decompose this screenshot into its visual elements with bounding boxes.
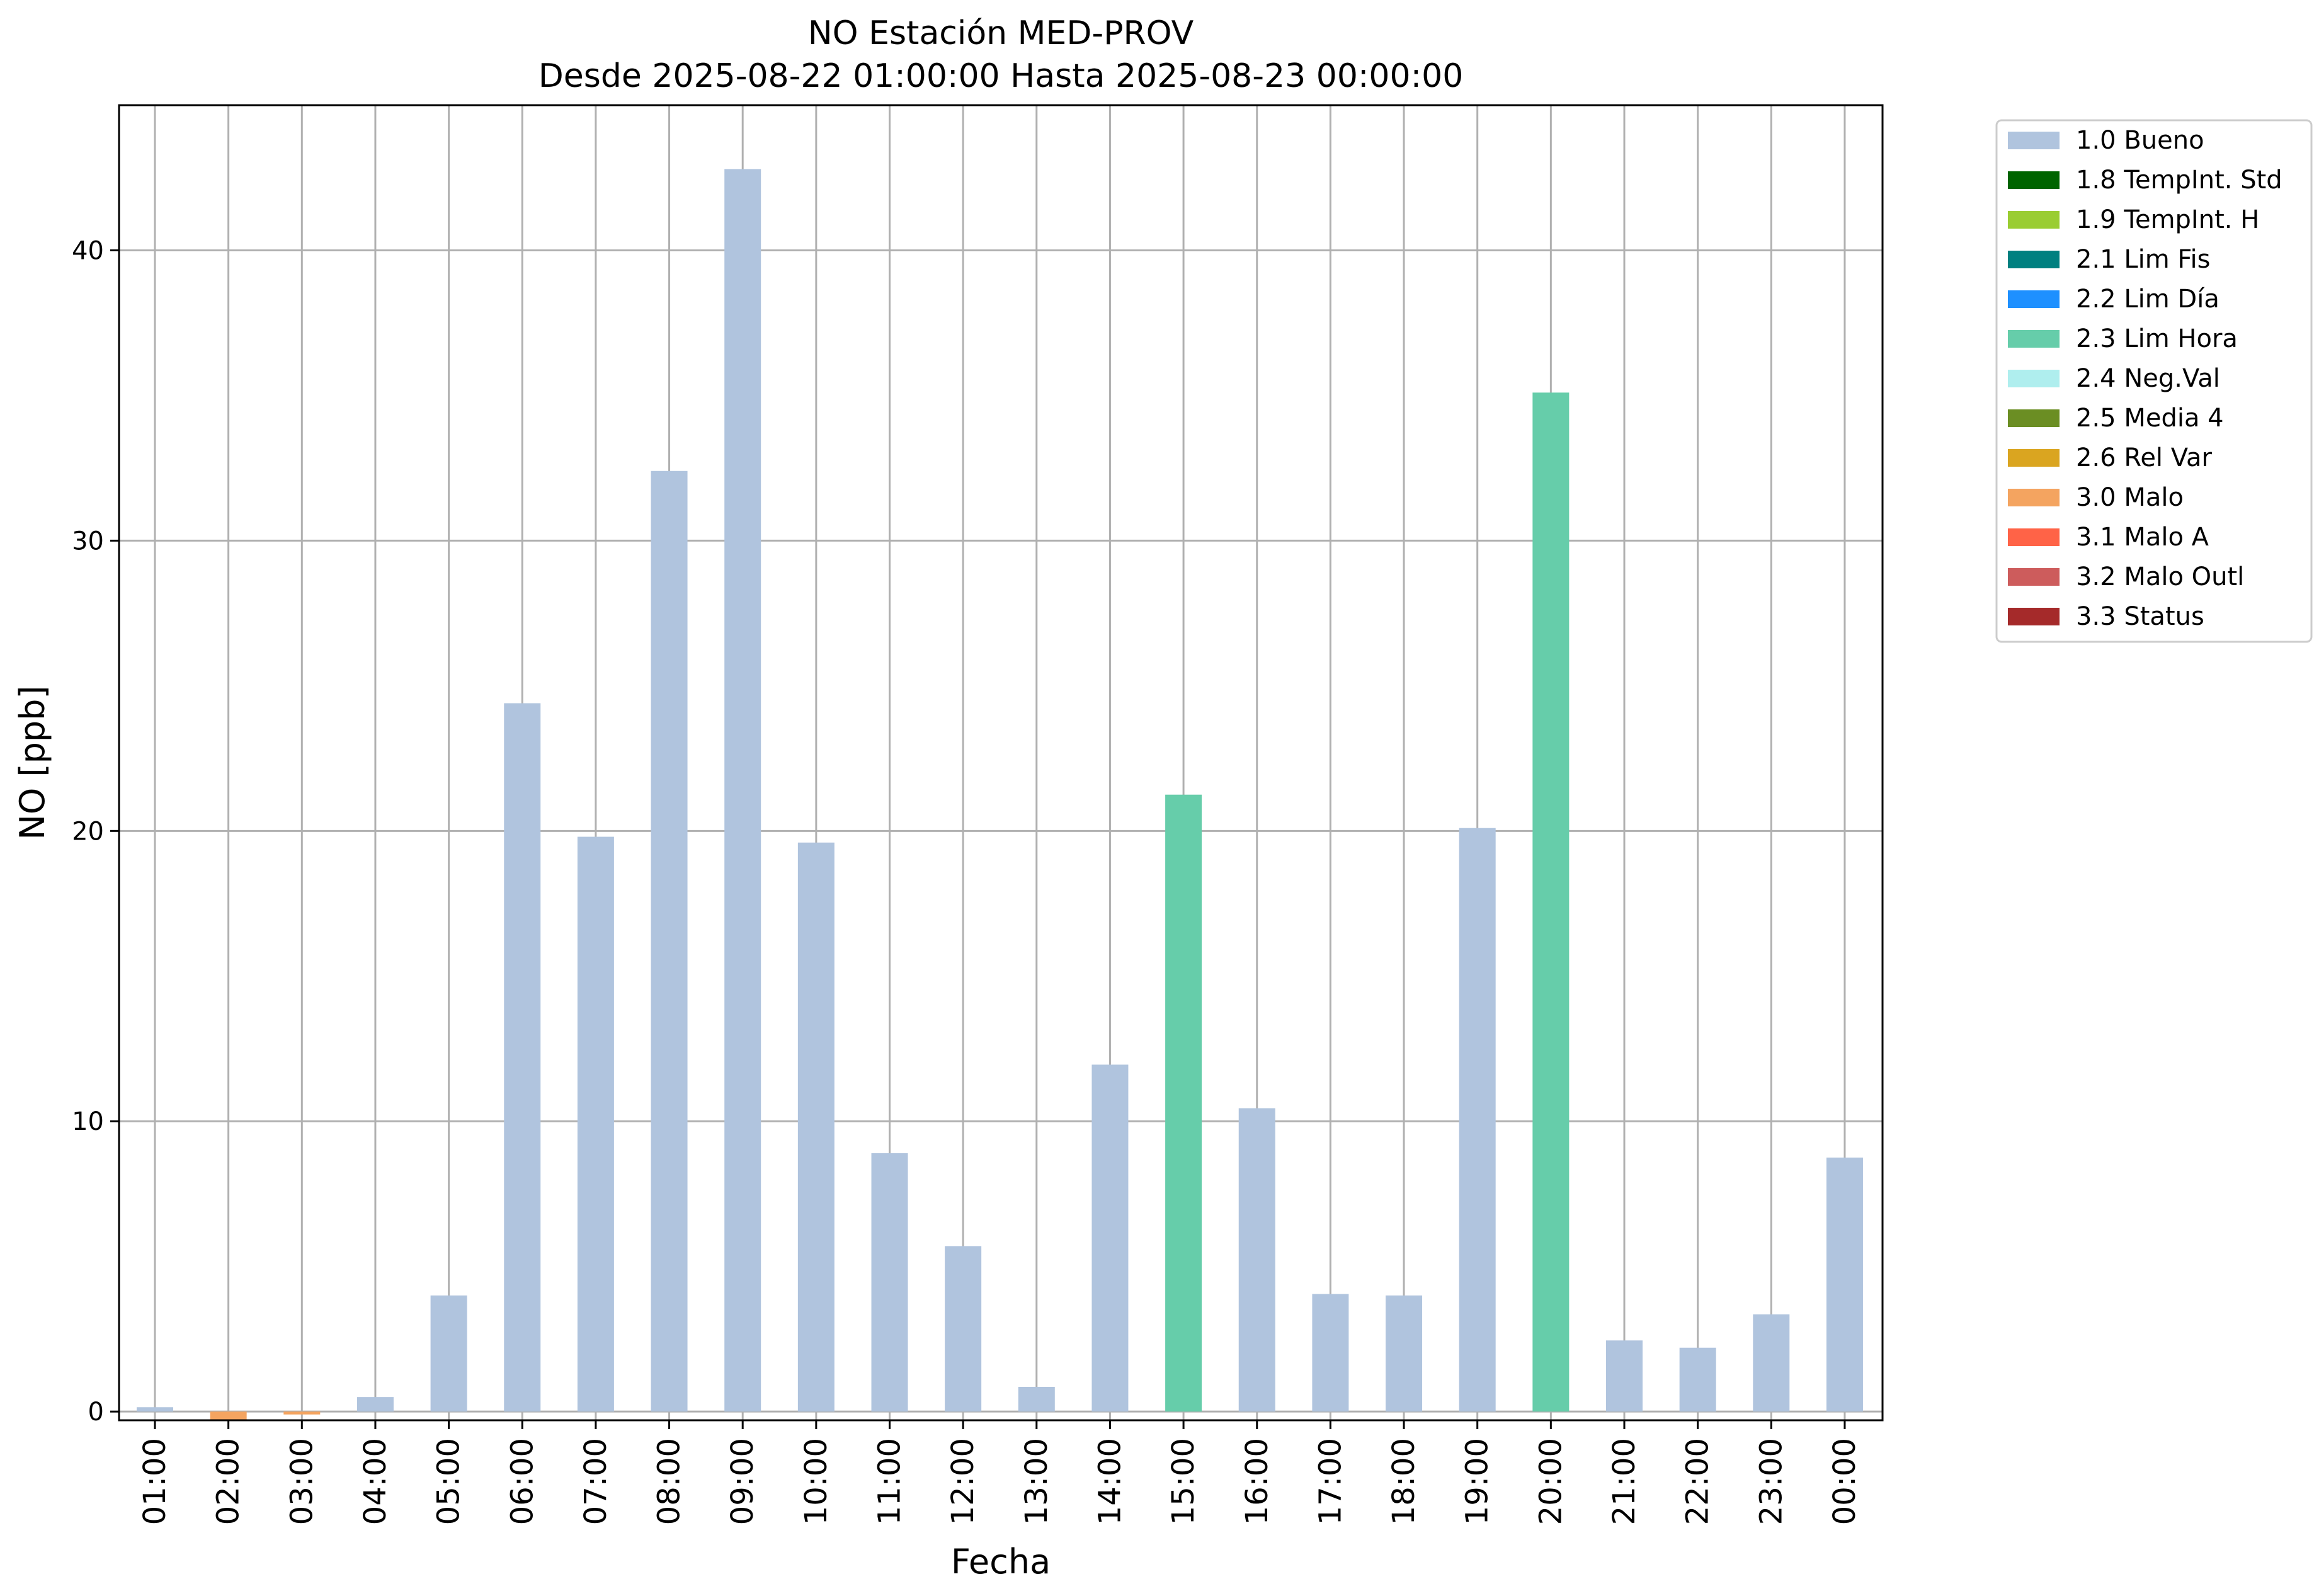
bar-2300: [1753, 1314, 1790, 1412]
x-tick-label: 06:00: [504, 1438, 540, 1525]
legend-label: 2.3 Lim Hora: [2076, 324, 2238, 353]
bar-0500: [430, 1295, 467, 1412]
legend-swatch-3-1: [2008, 528, 2060, 546]
legend-swatch-3-0: [2008, 489, 2060, 506]
y-tick-label: 30: [72, 527, 104, 556]
legend-label: 3.1 Malo A: [2076, 523, 2209, 552]
legend-label: 3.2 Malo Outl: [2076, 562, 2244, 591]
legend-swatch-2-3: [2008, 330, 2060, 348]
y-axis-label: NO [ppb]: [13, 685, 52, 840]
legend-label: 1.9 TempInt. H: [2076, 205, 2259, 234]
legend-label: 3.0 Malo: [2076, 483, 2184, 512]
x-tick-label: 23:00: [1753, 1438, 1789, 1525]
x-tick-label: 02:00: [211, 1438, 246, 1525]
x-tick-label: 15:00: [1166, 1438, 1201, 1525]
x-tick-label: 04:00: [358, 1438, 393, 1525]
x-tick-label: 01:00: [137, 1438, 173, 1525]
legend: 1.0 Bueno 1.8 TempInt. Std 1.9 TempInt. H 2…: [1995, 119, 2313, 643]
legend-swatch-1-9: [2008, 211, 2060, 229]
x-tick-label: 17:00: [1313, 1438, 1348, 1525]
legend-label: 2.4 Neg.Val: [2076, 364, 2220, 393]
bar-2200: [1679, 1347, 1716, 1412]
x-tick-label: 00:00: [1827, 1438, 1862, 1525]
legend-swatch-2-2: [2008, 290, 2060, 308]
plot-frame: [118, 104, 1884, 1422]
bar-1900: [1459, 828, 1496, 1412]
y-tick-label: 0: [88, 1398, 104, 1427]
axis-ticks: 0 10 20 30 40 01:00 02:00 03:00 04:00 05:00 06:00 0…: [72, 236, 1862, 1525]
legend-swatch-3-2: [2008, 568, 2060, 586]
x-tick-label: 19:00: [1460, 1438, 1495, 1525]
chart-subtitle: Desde 2025-08-22 01:00:00 Hasta 2025-08-…: [538, 57, 1464, 95]
bar-0600: [504, 703, 541, 1412]
bar-0100: [137, 1407, 173, 1412]
x-tick-label: 07:00: [578, 1438, 613, 1525]
bar-0700: [577, 836, 614, 1412]
legend-swatch-1-8: [2008, 171, 2060, 189]
bar-0800: [651, 470, 688, 1412]
x-tick-label: 11:00: [872, 1438, 908, 1525]
legend-label: 2.1 Lim Fis: [2076, 245, 2210, 274]
legend-swatch-3-3: [2008, 608, 2060, 625]
x-tick-label: 20:00: [1533, 1438, 1568, 1525]
bar-1400: [1091, 1064, 1129, 1412]
y-tick-label: 10: [72, 1107, 104, 1136]
bar-1600: [1238, 1108, 1275, 1412]
legend-label: 1.8 TempInt. Std: [2076, 166, 2282, 195]
bars: [137, 169, 1863, 1420]
legend-swatch-2-6: [2008, 449, 2060, 467]
bar-2100: [1606, 1340, 1643, 1412]
bar-1100: [871, 1153, 908, 1412]
y-tick-label: 20: [72, 817, 104, 846]
x-tick-label: 12:00: [945, 1438, 981, 1525]
x-tick-label: 16:00: [1239, 1438, 1275, 1525]
x-tick-label: 18:00: [1386, 1438, 1422, 1525]
legend-label: 3.3 Status: [2076, 602, 2204, 631]
bar-0900: [724, 169, 761, 1412]
x-tick-label: 21:00: [1607, 1438, 1642, 1525]
bar-1200: [945, 1246, 982, 1412]
bar-1700: [1312, 1294, 1349, 1412]
legend-frame: [1995, 119, 2313, 643]
bar-1300: [1018, 1386, 1055, 1412]
bar-0000: [1826, 1157, 1863, 1412]
x-tick-label: 14:00: [1092, 1438, 1127, 1525]
chart-title: NO Estación MED-PROV: [808, 14, 1194, 52]
bar-0300: [283, 1411, 321, 1415]
legend-swatch-2-1: [2008, 251, 2060, 268]
legend-swatch-2-5: [2008, 409, 2060, 427]
bar-1000: [797, 842, 835, 1412]
legend-swatch-1-0: [2008, 132, 2060, 149]
legend-swatch-2-4: [2008, 370, 2060, 387]
legend-label: 2.6 Rel Var: [2076, 443, 2213, 472]
bar-0200: [210, 1411, 247, 1420]
legend-label: 1.0 Bueno: [2076, 126, 2204, 155]
legend-label: 2.2 Lim Día: [2076, 285, 2219, 314]
legend-label: 2.5 Media 4: [2076, 404, 2224, 433]
x-tick-label: 10:00: [799, 1438, 834, 1525]
x-tick-label: 08:00: [652, 1438, 687, 1525]
bar-2000: [1532, 392, 1570, 1412]
x-tick-label: 09:00: [725, 1438, 760, 1525]
x-axis-label: Fecha: [951, 1542, 1051, 1582]
y-tick-label: 40: [72, 236, 104, 265]
grid-lines: [119, 105, 1883, 1420]
bar-0400: [356, 1397, 394, 1412]
bar-1800: [1386, 1295, 1423, 1412]
bar-1500: [1165, 794, 1202, 1412]
x-tick-label: 03:00: [284, 1438, 319, 1525]
x-tick-label: 05:00: [431, 1438, 467, 1525]
x-tick-label: 13:00: [1019, 1438, 1054, 1525]
x-tick-label: 22:00: [1680, 1438, 1716, 1525]
